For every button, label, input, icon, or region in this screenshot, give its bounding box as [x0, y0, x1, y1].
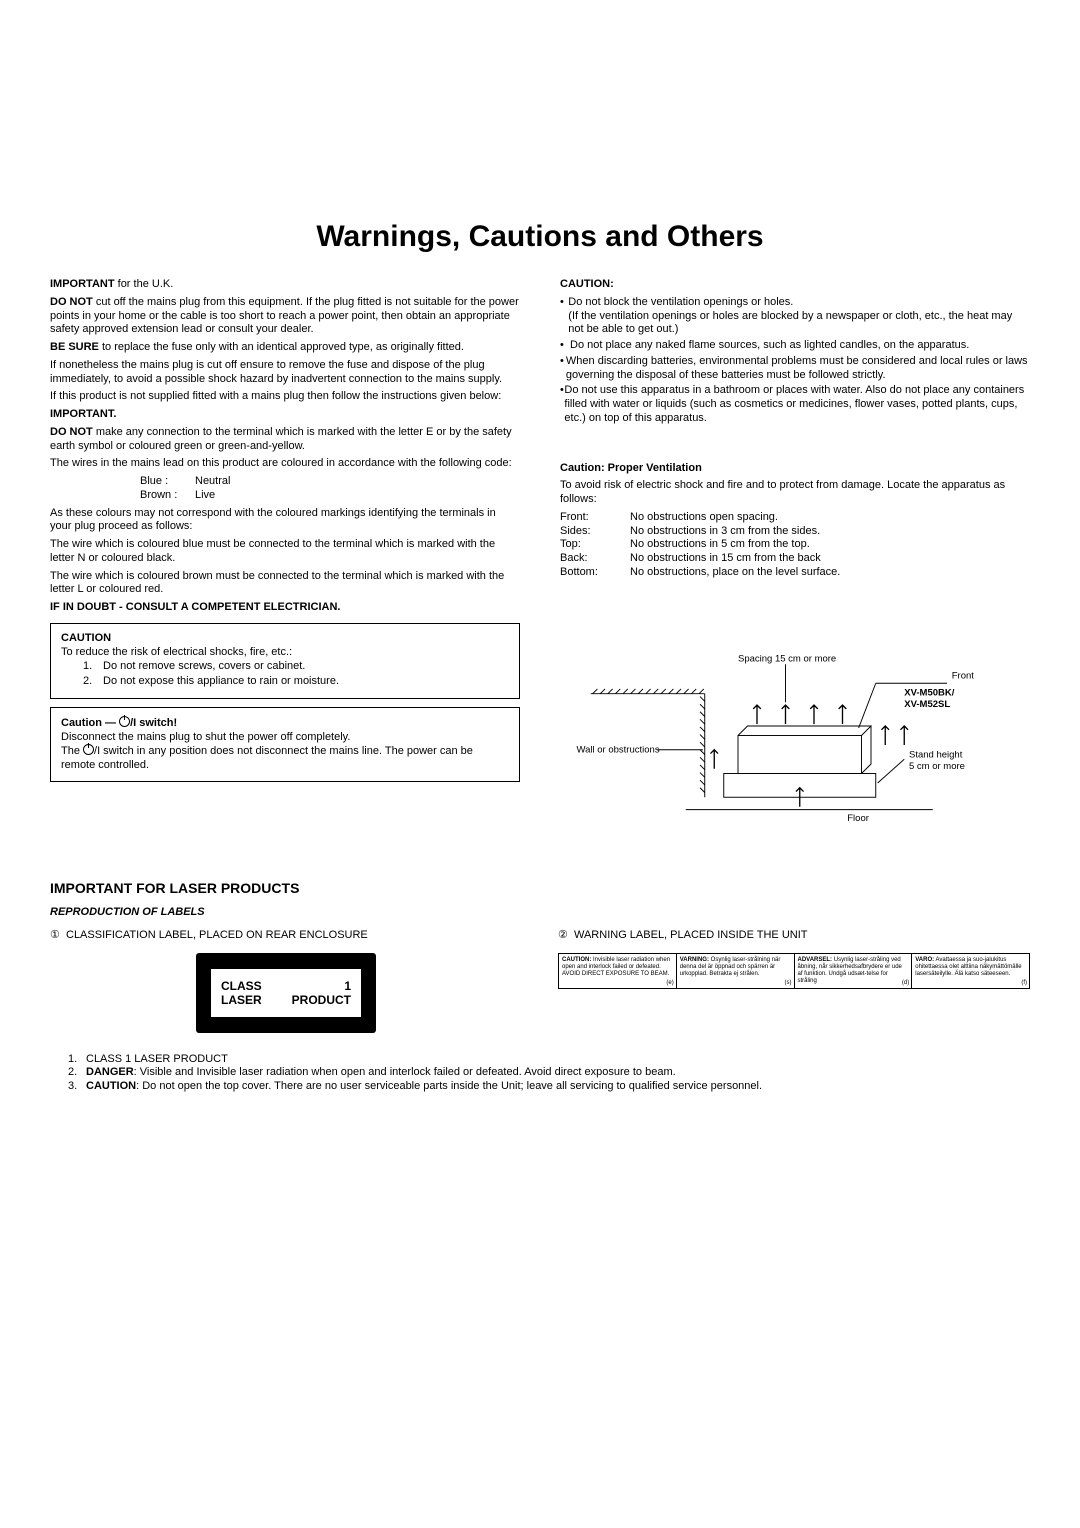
- vent-intro: To avoid risk of electric shock and fire…: [560, 479, 1030, 507]
- warning-label-col: ② WARNING LABEL, PLACED INSIDE THE UNIT …: [558, 928, 1030, 1033]
- donot-1: DO NOT cut off the mains plug from this …: [50, 296, 520, 337]
- class-1-laser-label: CLASS1 LASERPRODUCT: [196, 953, 376, 1033]
- donot-2: DO NOT make any connection to the termin…: [50, 426, 520, 454]
- colours-text: As these colours may not correspond with…: [50, 507, 520, 535]
- svg-text:Wall or obstructions: Wall or obstructions: [577, 744, 660, 755]
- important-uk: IMPORTANT for the U.K.: [50, 278, 520, 292]
- classification-label-col: ① CLASSIFICATION LABEL, PLACED ON REAR E…: [50, 928, 522, 1033]
- laser-subtitle: REPRODUCTION OF LABELS: [50, 906, 1030, 918]
- ventilation-diagram: Spacing 15 cm or more Front XV-M50BK/ XV…: [560, 650, 1030, 840]
- caution-box-1: CAUTION To reduce the risk of electrical…: [50, 623, 520, 699]
- right-column: CAUTION: •Do not block the ventilation o…: [560, 274, 1030, 840]
- not-supplied: If this product is not supplied fitted w…: [50, 390, 520, 404]
- page-title: Warnings, Cautions and Others: [50, 220, 1030, 254]
- important-label: IMPORTANT.: [50, 408, 520, 422]
- caution-box-2: Caution — /I switch! Disconnect the main…: [50, 707, 520, 782]
- laser-section-title: IMPORTANT FOR LASER PRODUCTS: [50, 880, 1030, 896]
- besure: BE SURE to replace the fuse only with an…: [50, 341, 520, 355]
- diagram-spacing: Spacing 15 cm or more: [738, 653, 836, 664]
- left-column: IMPORTANT for the U.K. DO NOT cut off th…: [50, 274, 520, 840]
- svg-text:Floor: Floor: [847, 813, 869, 824]
- blue-wire: The wire which is coloured blue must be …: [50, 538, 520, 566]
- nonetheless: If nonetheless the mains plug is cut off…: [50, 359, 520, 387]
- wires-intro: The wires in the mains lead on this prod…: [50, 457, 520, 471]
- caution-title: CAUTION:: [560, 278, 1030, 292]
- warning-label-table: CAUTION: Invisible laser radiation when …: [558, 953, 1030, 990]
- ventilation-title: Caution: Proper Ventilation: [560, 462, 1030, 476]
- laser-notes-list: 1.CLASS 1 LASER PRODUCT 2.DANGER: Visibl…: [50, 1053, 1030, 1094]
- brown-wire: The wire which is coloured brown must be…: [50, 570, 520, 598]
- svg-text:XV-M52SL: XV-M52SL: [904, 699, 950, 710]
- svg-text:XV-M50BK/: XV-M50BK/: [904, 687, 955, 698]
- if-in-doubt: IF IN DOUBT - CONSULT A COMPETENT ELECTR…: [50, 601, 520, 615]
- power-icon: [83, 744, 94, 755]
- svg-text:Stand height: Stand height: [909, 749, 963, 760]
- power-icon: [119, 716, 130, 727]
- svg-text:5 cm or more: 5 cm or more: [909, 760, 965, 771]
- wire-table: Blue :Neutral Brown :Live: [50, 475, 520, 503]
- svg-text:Front: Front: [952, 670, 975, 681]
